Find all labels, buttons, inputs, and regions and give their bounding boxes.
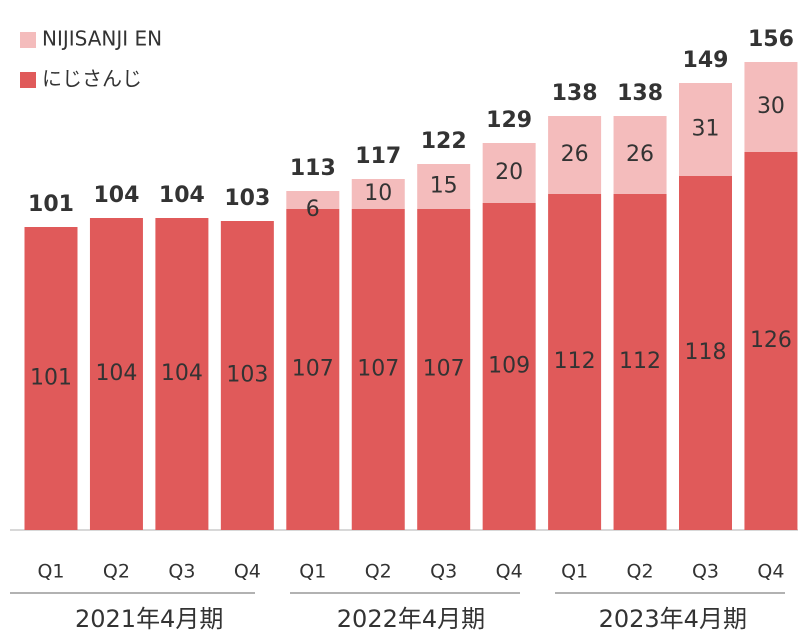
bar-segment: [482, 203, 536, 530]
bar-segment: [613, 194, 667, 530]
value-label: 31: [692, 117, 720, 142]
value-label: 30: [757, 94, 785, 119]
group-label: 2023年4月期: [599, 605, 747, 633]
total-label: 122: [421, 129, 467, 154]
bar-segment: [417, 209, 471, 530]
bar-segment: [679, 176, 732, 530]
value-label: 109: [488, 354, 530, 379]
total-label: 149: [683, 48, 729, 73]
bar-segment: [744, 62, 798, 152]
x-tick-label: Q3: [168, 561, 195, 583]
value-label: 26: [561, 142, 589, 167]
value-label: 112: [554, 349, 596, 374]
bar-segment: [220, 221, 274, 530]
value-label: 10: [364, 181, 392, 206]
total-label: 104: [93, 183, 139, 208]
legend-label: NIJISANJI EN: [42, 27, 162, 51]
value-label: 20: [495, 160, 523, 185]
value-label: 101: [30, 366, 72, 391]
value-label: 6: [306, 197, 320, 222]
x-tick-label: Q4: [496, 561, 523, 583]
value-label: 104: [95, 361, 137, 386]
value-label: 107: [423, 357, 465, 382]
x-tick-label: Q2: [365, 561, 392, 583]
x-tick-label: Q2: [103, 561, 130, 583]
group-label: 2021年4月期: [75, 605, 223, 633]
total-label: 113: [290, 156, 336, 181]
value-label: 26: [626, 142, 654, 167]
total-label: 101: [28, 192, 74, 217]
bar-segment: [482, 143, 536, 203]
x-tick-label: Q3: [692, 561, 719, 583]
total-label: 117: [355, 144, 401, 169]
bar-segment: [548, 194, 602, 530]
total-label: 103: [224, 186, 270, 211]
value-label: 107: [292, 357, 334, 382]
total-label: 138: [617, 81, 663, 106]
total-label: 156: [748, 27, 794, 52]
bar-segment: [744, 152, 798, 530]
total-label: 138: [552, 81, 598, 106]
legend-swatch: [20, 72, 36, 88]
group-label: 2022年4月期: [337, 605, 485, 633]
bar-segment: [286, 191, 340, 209]
total-label: 104: [159, 183, 205, 208]
bar-segment: [24, 227, 78, 530]
value-label: 15: [430, 174, 458, 199]
total-label: 129: [486, 108, 532, 133]
value-label: 104: [161, 361, 203, 386]
value-label: 126: [750, 328, 792, 353]
bar-segment: [417, 164, 471, 209]
x-tick-label: Q4: [234, 561, 261, 583]
bar-segment: [351, 209, 405, 530]
x-tick-label: Q3: [430, 561, 457, 583]
value-label: 103: [226, 363, 268, 388]
bar-segment: [155, 218, 209, 530]
x-tick-label: Q1: [561, 561, 588, 583]
x-tick-label: Q2: [627, 561, 654, 583]
value-label: 112: [619, 349, 661, 374]
value-label: 118: [685, 340, 727, 365]
legend-label: にじさんじ: [42, 67, 142, 91]
x-tick-label: Q1: [37, 561, 64, 583]
x-tick-label: Q1: [299, 561, 326, 583]
value-label: 107: [357, 357, 399, 382]
bar-segment: [286, 209, 340, 530]
bar-segment: [613, 116, 667, 194]
bar-segment: [351, 179, 405, 209]
x-tick-label: Q4: [757, 561, 784, 583]
bar-segment: [89, 218, 143, 530]
bar-segment: [548, 116, 602, 194]
bar-segment: [679, 83, 732, 176]
legend-swatch: [20, 32, 36, 48]
